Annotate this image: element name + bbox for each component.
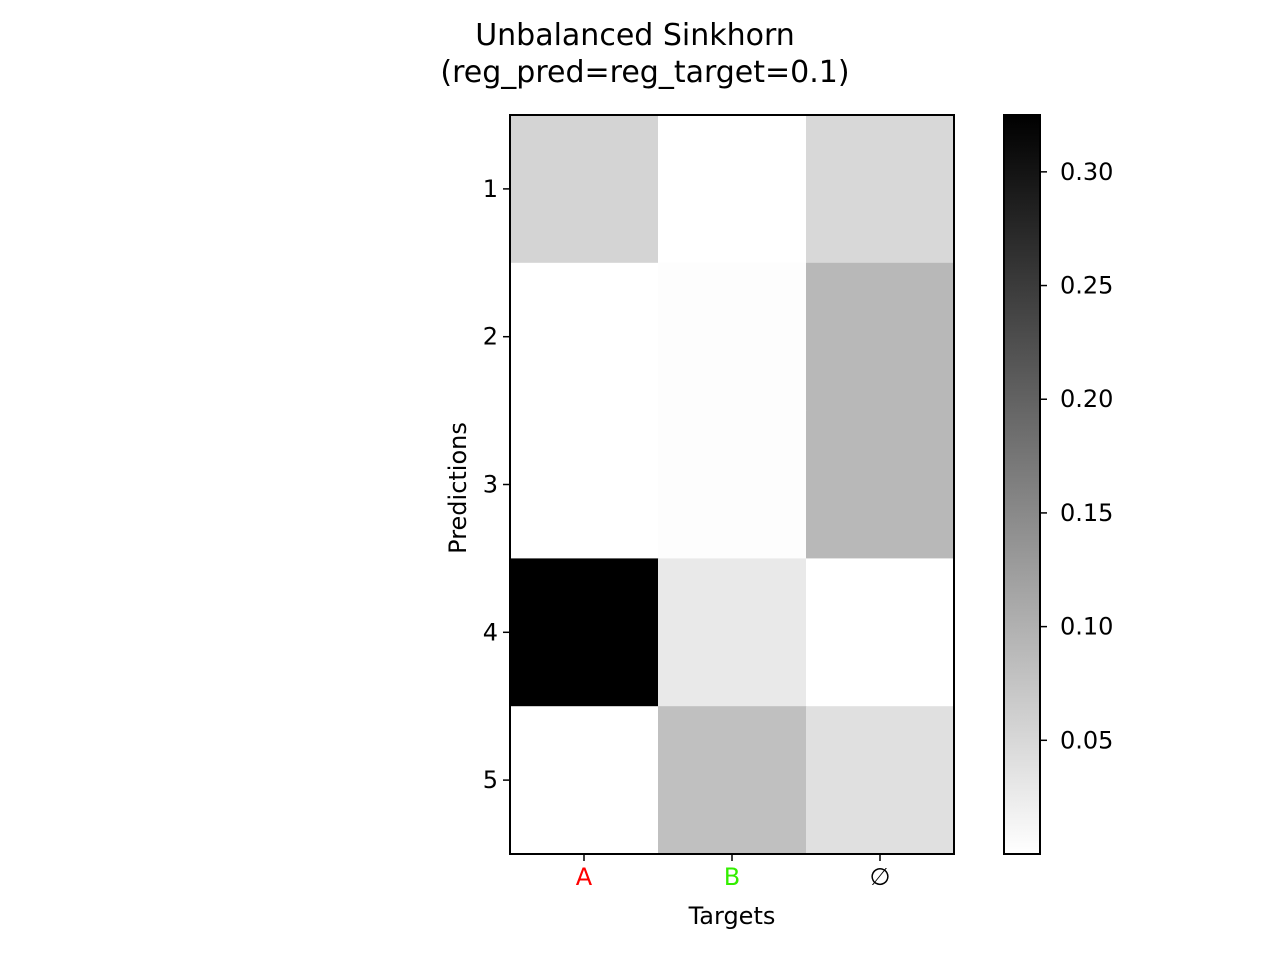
colorbar-tick-label: 0.10 (1060, 613, 1113, 641)
x-tick-label: B (724, 863, 740, 891)
chart-title-line1: Unbalanced Sinkhorn (475, 18, 795, 53)
heatmap-cell (806, 558, 955, 707)
y-tick-label: 1 (483, 175, 498, 203)
heatmap-cell (510, 262, 659, 412)
heatmap-cell (806, 115, 955, 264)
x-tick-label: ∅ (870, 863, 891, 891)
y-tick-label: 5 (483, 766, 498, 794)
heatmap-cell (806, 410, 955, 559)
y-axis-label: Predictions (444, 422, 472, 554)
y-tick-label: 2 (483, 323, 498, 351)
heatmap-cell (658, 558, 807, 707)
heatmap-cell (806, 706, 955, 855)
x-axis-ticks: A B ∅ (576, 854, 891, 891)
colorbar-tick-label: 0.20 (1060, 385, 1113, 413)
colorbar-tick-label: 0.15 (1060, 499, 1113, 527)
x-tick-label: A (576, 863, 593, 891)
heatmap-cell (510, 558, 659, 707)
y-axis-ticks: 1 2 3 4 5 (483, 175, 510, 794)
heatmap-cells (510, 115, 955, 855)
colorbar-tick-label: 0.25 (1060, 272, 1113, 300)
heatmap-cell (510, 410, 659, 559)
y-tick-label: 4 (483, 618, 498, 646)
heatmap-cell (658, 262, 807, 412)
chart-title-line2: (reg_pred=reg_target=0.1) (440, 55, 849, 90)
x-axis-label: Targets (688, 902, 776, 930)
colorbar-tick-label: 0.05 (1060, 726, 1113, 754)
colorbar (1003, 114, 1041, 855)
heatmap-cell (658, 706, 807, 855)
heatmap-cell (806, 262, 955, 412)
y-tick-label: 3 (483, 471, 498, 499)
heatmap-cell (658, 410, 807, 559)
colorbar-ticks: 0.05 0.10 0.15 0.20 0.25 0.30 (1040, 158, 1113, 754)
colorbar-tick-label: 0.30 (1060, 158, 1113, 186)
heatmap-cell (510, 115, 659, 264)
heatmap-cell (510, 706, 659, 855)
heatmap-cell (658, 115, 807, 264)
